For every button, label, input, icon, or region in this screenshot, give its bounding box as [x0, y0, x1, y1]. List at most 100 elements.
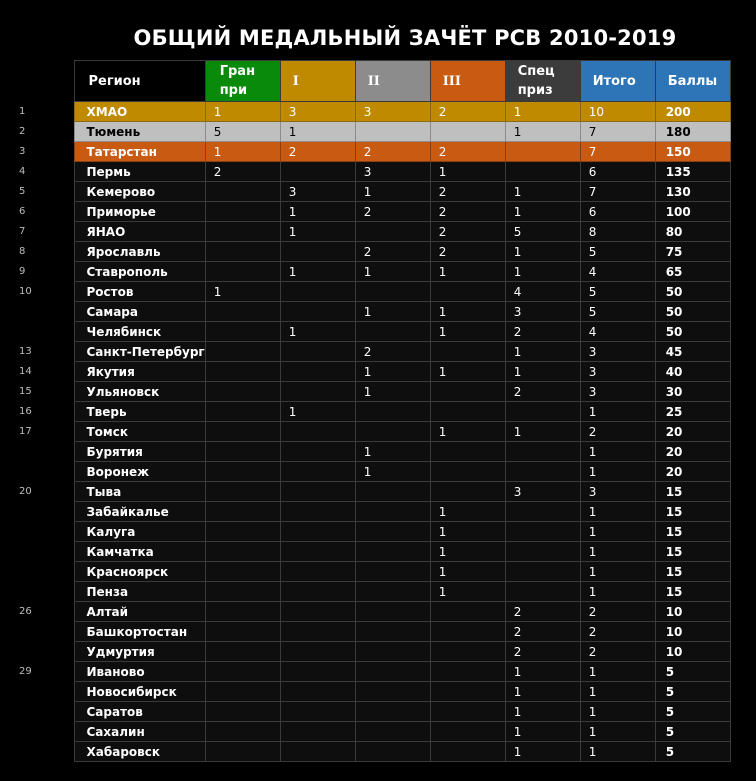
row-second-place: 3 — [354, 161, 431, 182]
row-region: Челябинск — [73, 321, 206, 342]
row-total: 2 — [579, 421, 656, 442]
row-total: 1 — [579, 741, 656, 762]
row-rank — [0, 461, 74, 482]
row-special-prize — [504, 581, 581, 602]
row-total: 6 — [579, 201, 656, 222]
row-grand-prix — [204, 561, 281, 582]
row-region: Воронеж — [73, 461, 206, 482]
row-third-place — [429, 121, 506, 142]
header-points: Баллы — [654, 60, 731, 102]
table-row: Калуга 1 1 15 — [0, 521, 731, 542]
row-third-place: 1 — [429, 361, 506, 382]
row-points: 15 — [654, 481, 731, 502]
row-special-prize: 1 — [504, 701, 581, 722]
row-first-place — [279, 701, 356, 722]
row-region: Башкортостан — [73, 621, 206, 642]
row-rank: 14 — [0, 361, 74, 382]
row-rank: 15 — [0, 381, 74, 402]
row-rank — [0, 501, 74, 522]
row-first-place: 3 — [279, 101, 356, 122]
row-first-place — [279, 241, 356, 262]
row-rank — [0, 621, 74, 642]
row-first-place — [279, 661, 356, 682]
row-third-place: 2 — [429, 221, 506, 242]
table-row: 9 Ставрополь 1 1 1 1 4 65 — [0, 261, 731, 282]
row-grand-prix — [204, 601, 281, 622]
row-grand-prix — [204, 501, 281, 522]
row-grand-prix — [204, 481, 281, 502]
row-first-place: 1 — [279, 401, 356, 422]
row-rank: 6 — [0, 201, 74, 222]
table-row: Камчатка 1 1 15 — [0, 541, 731, 562]
row-second-place — [354, 741, 431, 762]
row-special-prize: 1 — [504, 241, 581, 262]
row-grand-prix: 5 — [204, 121, 281, 142]
row-rank — [0, 441, 74, 462]
row-points: 15 — [654, 561, 731, 582]
row-rank: 2 — [0, 121, 74, 142]
row-grand-prix — [204, 401, 281, 422]
row-grand-prix — [204, 461, 281, 482]
row-third-place — [429, 281, 506, 302]
row-third-place: 2 — [429, 241, 506, 262]
row-first-place — [279, 341, 356, 362]
row-total: 1 — [579, 681, 656, 702]
row-points: 10 — [654, 641, 731, 662]
table-row: Бурятия 1 1 20 — [0, 441, 731, 462]
table-row: Челябинск 1 1 2 4 50 — [0, 321, 731, 342]
table-row: 5 Кемерово 3 1 2 1 7 130 — [0, 181, 731, 202]
row-points: 5 — [654, 741, 731, 762]
row-third-place — [429, 481, 506, 502]
row-rank: 13 — [0, 341, 74, 362]
row-region: Красноярск — [73, 561, 206, 582]
row-region: Тверь — [73, 401, 206, 422]
row-second-place — [354, 121, 431, 142]
table-row: 4 Пермь 2 3 1 6 135 — [0, 161, 731, 182]
row-special-prize: 2 — [504, 621, 581, 642]
row-grand-prix — [204, 181, 281, 202]
row-grand-prix — [204, 721, 281, 742]
row-total: 3 — [579, 361, 656, 382]
row-special-prize: 1 — [504, 741, 581, 762]
row-region: Ульяновск — [73, 381, 206, 402]
row-total: 1 — [579, 521, 656, 542]
header-grand-prix-line2: при — [219, 83, 248, 98]
row-first-place — [279, 521, 356, 542]
row-points: 50 — [654, 301, 731, 322]
row-region: Ростов — [73, 281, 206, 302]
row-points: 200 — [654, 101, 731, 122]
row-region: ХМАО — [73, 101, 206, 122]
row-special-prize: 1 — [504, 121, 581, 142]
row-special-prize: 2 — [504, 321, 581, 342]
row-special-prize — [504, 541, 581, 562]
row-first-place — [279, 481, 356, 502]
row-grand-prix — [204, 581, 281, 602]
row-first-place — [279, 641, 356, 662]
row-points: 10 — [654, 621, 731, 642]
row-first-place — [279, 681, 356, 702]
row-first-place — [279, 281, 356, 302]
row-points: 40 — [654, 361, 731, 382]
row-rank — [0, 301, 74, 322]
row-total: 4 — [579, 261, 656, 282]
row-region: Новосибирск — [73, 681, 206, 702]
row-special-prize: 1 — [504, 361, 581, 382]
row-grand-prix — [204, 521, 281, 542]
row-second-place: 1 — [354, 441, 431, 462]
row-total: 10 — [579, 101, 656, 122]
row-special-prize: 2 — [504, 641, 581, 662]
row-grand-prix: 1 — [204, 281, 281, 302]
table-row: 16 Тверь 1 1 25 — [0, 401, 731, 422]
row-second-place: 1 — [354, 261, 431, 282]
row-grand-prix — [204, 661, 281, 682]
row-third-place — [429, 681, 506, 702]
table-row: 1 ХМАО 1 3 3 2 1 10 200 — [0, 101, 731, 122]
row-points: 25 — [654, 401, 731, 422]
row-special-prize — [504, 161, 581, 182]
row-third-place — [429, 441, 506, 462]
row-rank: 20 — [0, 481, 74, 502]
header-special-prize: Спец приз — [504, 60, 581, 102]
row-rank: 3 — [0, 141, 74, 162]
header-grand-prix-line1: Гран — [219, 64, 256, 79]
table-row: Забайкалье 1 1 15 — [0, 501, 731, 522]
